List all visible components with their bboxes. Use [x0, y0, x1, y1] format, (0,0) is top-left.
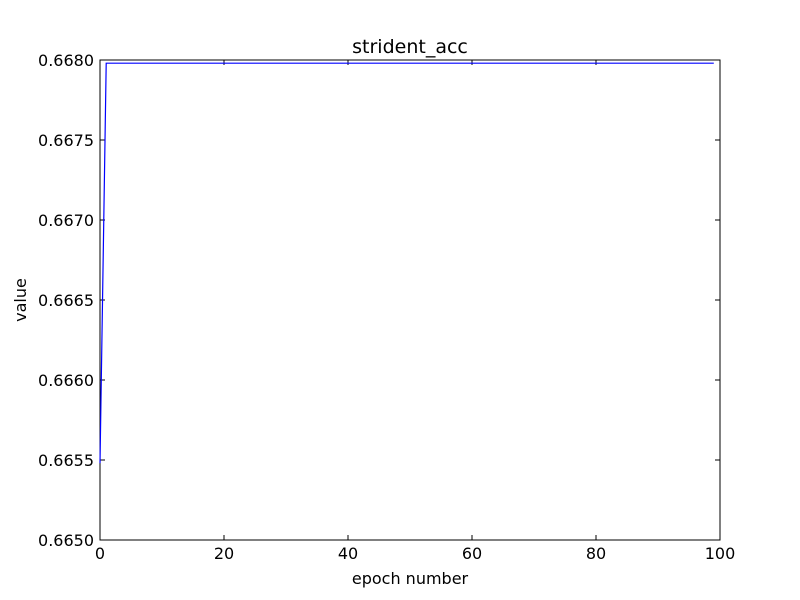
x-axis-label: epoch number	[352, 569, 469, 588]
y-axis: 0.6650 0.6655 0.6660 0.6665 0.6670 0.6675 0.66…	[38, 51, 720, 550]
y-tick-label: 0.6660	[38, 371, 94, 390]
plot-area	[99, 59, 721, 541]
y-tick-label: 0.6680	[38, 51, 94, 70]
x-tick-label: 80	[586, 544, 606, 563]
y-tick-label: 0.6650	[38, 531, 94, 550]
y-tick-label: 0.6665	[38, 291, 94, 310]
x-tick-label: 100	[705, 544, 736, 563]
x-axis: 0 20 40 60 80 100	[95, 60, 735, 563]
series-line	[99, 62, 714, 464]
plot-frame	[99, 59, 721, 541]
y-tick-label: 0.6655	[38, 451, 94, 470]
y-tick-label: 0.6675	[38, 131, 94, 150]
y-tick-label: 0.6670	[38, 211, 94, 230]
x-tick-label: 40	[338, 544, 358, 563]
x-tick-label: 20	[214, 544, 234, 563]
chart-title: strident_acc	[352, 36, 468, 58]
y-axis-label: value	[11, 278, 30, 322]
x-tick-label: 0	[95, 544, 105, 563]
x-tick-label: 60	[462, 544, 482, 563]
series-layer	[99, 62, 714, 464]
